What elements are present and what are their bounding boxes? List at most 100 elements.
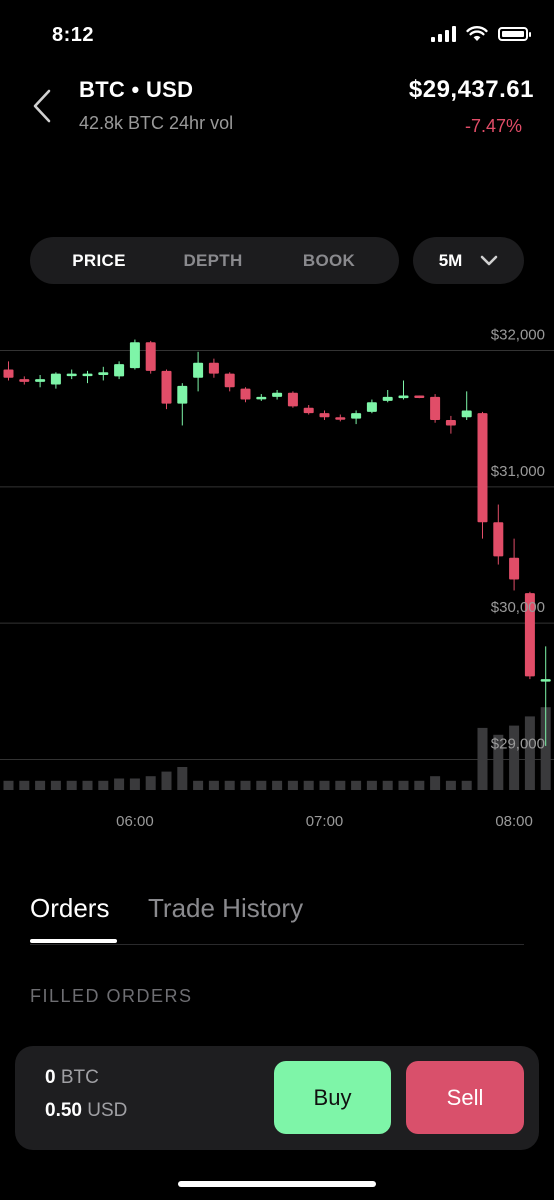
- chart-type-selector: PRICE DEPTH BOOK: [30, 237, 399, 284]
- status-bar: 8:12: [0, 0, 554, 70]
- current-price: $29,437.61: [408, 76, 534, 103]
- volume-bar: [461, 780, 472, 790]
- candle-body: [509, 557, 520, 580]
- tab-divider: [30, 944, 524, 945]
- x-tick-label: 06:00: [116, 813, 154, 830]
- volume-bar: [193, 780, 204, 790]
- y-tick-label: $30,000: [491, 599, 545, 616]
- candle-body: [319, 413, 330, 418]
- volume-bar: [303, 780, 314, 790]
- volume-label: 42.8k BTC 24hr vol: [79, 113, 234, 133]
- volume-bar: [272, 780, 283, 790]
- volume-bar: [50, 780, 61, 790]
- candle-body: [224, 373, 235, 388]
- tab-trade-history[interactable]: Trade History: [148, 893, 304, 923]
- trade-panel: 0 BTC 0.50 USD Buy Sell: [15, 1046, 539, 1150]
- candle-body: [461, 410, 472, 418]
- sell-button[interactable]: Sell: [406, 1061, 524, 1134]
- volume-bar: [382, 780, 393, 790]
- volume-bar: [366, 780, 377, 790]
- candle-body: [398, 395, 409, 399]
- tab-price[interactable]: PRICE: [72, 251, 126, 270]
- candle-body: [414, 395, 425, 398]
- x-tick-label: 08:00: [495, 813, 533, 830]
- status-time: 8:12: [52, 24, 95, 46]
- volume-bar: [224, 780, 235, 790]
- candle-body: [145, 342, 156, 371]
- volume-bar: [208, 780, 219, 790]
- candle-body: [287, 392, 298, 407]
- filled-orders-label: FILLED ORDERS: [30, 986, 193, 1006]
- candle-body: [303, 407, 314, 414]
- volume-bar: [398, 780, 409, 790]
- volume-bar: [161, 771, 172, 790]
- price-chart[interactable]: $32,000 $31,000 $30,000 $29,000 06:00 07:00 08…: [0, 320, 554, 840]
- usd-amount: 0.50: [45, 1100, 82, 1121]
- candle-body: [98, 372, 109, 375]
- candle-body: [382, 396, 393, 401]
- candle-body: [256, 396, 267, 400]
- volume-bar: [335, 780, 346, 790]
- back-button[interactable]: [26, 86, 58, 126]
- interval-selector[interactable]: 5M: [413, 237, 524, 284]
- volume-bar: [287, 780, 298, 790]
- btc-amount: 0: [45, 1067, 56, 1088]
- tab-orders[interactable]: Orders: [30, 893, 110, 923]
- volume-bar: [540, 707, 551, 790]
- volume-bar: [177, 767, 188, 790]
- usd-balance: 0.50 USD: [45, 1100, 127, 1122]
- volume-bar: [129, 778, 140, 790]
- candle-body: [193, 362, 204, 378]
- candle-body: [66, 373, 77, 377]
- volume-bar: [114, 778, 125, 790]
- volume-bar: [35, 780, 46, 790]
- candle-body: [445, 420, 456, 426]
- volume-bar: [493, 734, 504, 790]
- y-tick-label: $32,000: [491, 326, 545, 343]
- y-tick-label: $31,000: [491, 463, 545, 480]
- interval-label: 5M: [438, 250, 463, 270]
- volume-bar: [319, 780, 330, 790]
- chevron-left-icon: [33, 89, 51, 123]
- candle-body: [3, 369, 14, 378]
- btc-balance: 0 BTC: [45, 1067, 99, 1089]
- price-change: -7.47%: [464, 116, 522, 136]
- pair-title: BTC • USD: [79, 77, 194, 102]
- home-indicator[interactable]: [178, 1181, 376, 1187]
- volume-bar: [3, 780, 14, 790]
- volume-bar: [509, 725, 520, 790]
- btc-unit: BTC: [60, 1067, 99, 1088]
- candle-body: [50, 373, 61, 385]
- volume-bar: [351, 780, 362, 790]
- volume-bar: [524, 716, 535, 790]
- volume-bar: [256, 780, 267, 790]
- volume-bar: [66, 780, 77, 790]
- wifi-icon: [466, 26, 488, 41]
- tab-depth[interactable]: DEPTH: [183, 251, 243, 270]
- volume-bar: [145, 776, 156, 790]
- tab-book[interactable]: BOOK: [302, 251, 356, 270]
- volume-bar: [414, 780, 425, 790]
- candle-body: [208, 362, 219, 374]
- candle-body: [240, 388, 251, 400]
- y-tick-label: $29,000: [491, 736, 545, 753]
- active-tab-indicator: [30, 939, 117, 943]
- buy-button[interactable]: Buy: [274, 1061, 391, 1134]
- volume-bar: [19, 780, 30, 790]
- candle-body: [335, 417, 346, 420]
- usd-unit: USD: [87, 1100, 128, 1121]
- candle-body: [477, 413, 488, 523]
- candle-body: [351, 413, 362, 419]
- candle-body: [35, 379, 46, 382]
- status-icons: [431, 26, 531, 42]
- volume-bar: [430, 776, 441, 790]
- candle-body: [540, 679, 551, 682]
- volume-bar: [82, 780, 93, 790]
- volume-bar: [445, 780, 456, 790]
- volume-bar: [477, 727, 488, 790]
- volume-bar: [240, 780, 251, 790]
- candle-body: [114, 364, 125, 377]
- candle-body: [493, 522, 504, 557]
- cellular-signal-icon: [431, 26, 456, 42]
- candle-body: [524, 593, 535, 677]
